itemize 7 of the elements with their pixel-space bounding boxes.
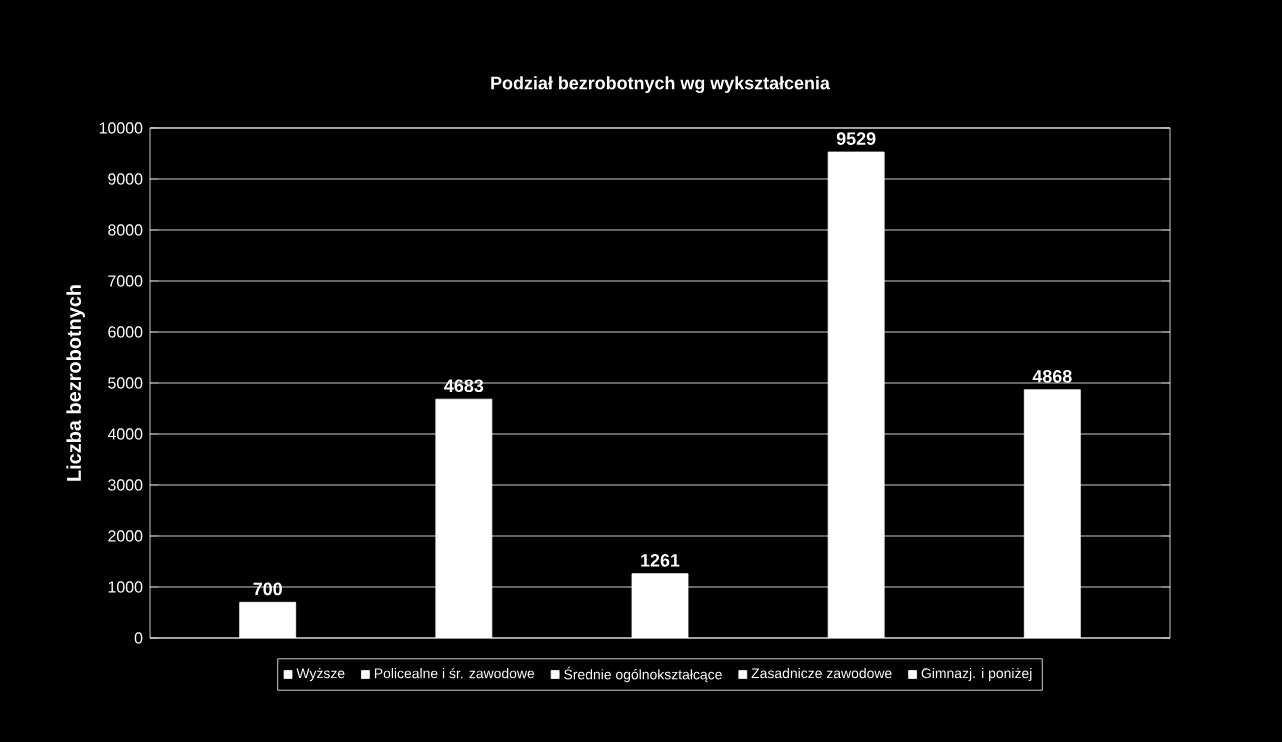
data-label: 700 bbox=[253, 582, 282, 596]
data-label: 4868 bbox=[1032, 369, 1072, 383]
data-label: 1261 bbox=[641, 553, 680, 567]
y-axis-title: Liczba bezrobotnych bbox=[66, 285, 85, 481]
data-label: 9529 bbox=[836, 132, 876, 145]
chart-title: Podział bezrobotnych wg wykształcenia bbox=[491, 76, 831, 94]
data-label: 4683 bbox=[444, 379, 484, 393]
